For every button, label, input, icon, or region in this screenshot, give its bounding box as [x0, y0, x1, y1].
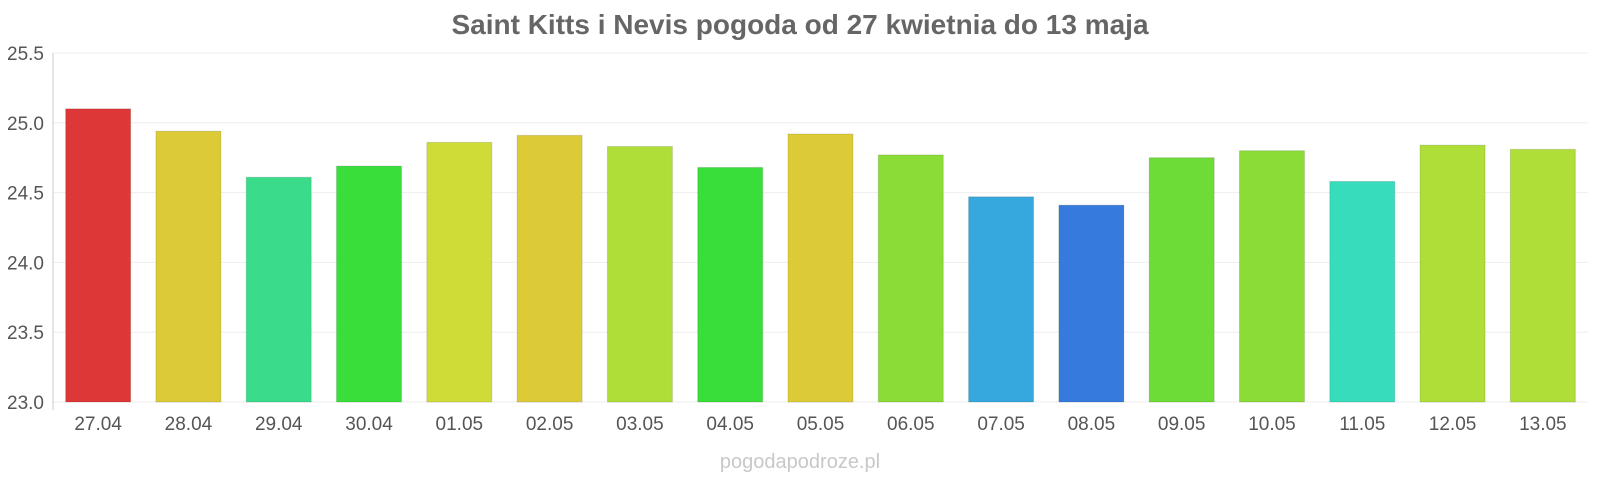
x-tick-label: 30.04: [345, 414, 393, 435]
x-tick-label: 29.04: [255, 414, 303, 435]
x-tick-labels: 27.04 28.04 29.04 30.04 01.05 02.05 03.05 04.05…: [74, 414, 1566, 435]
y-tick-label: 23.0: [7, 393, 44, 414]
y-tick-label: 23.5: [7, 323, 44, 344]
bar: [1148, 157, 1215, 403]
x-tick-label: 12.05: [1429, 414, 1477, 435]
bar: [787, 133, 854, 403]
x-tick-label: 03.05: [616, 414, 664, 435]
bar: [336, 165, 403, 403]
x-tick-label: 09.05: [1158, 414, 1206, 435]
x-tick-label: 13.05: [1519, 414, 1567, 435]
x-tick-label: 10.05: [1248, 414, 1296, 435]
bar: [968, 196, 1035, 403]
x-tick-label: 11.05: [1339, 414, 1385, 435]
bar: [1238, 150, 1305, 403]
y-tick-label: 24.0: [7, 253, 44, 274]
bar: [606, 146, 673, 403]
bar: [1329, 180, 1396, 403]
x-tick-label: 06.05: [887, 414, 935, 435]
x-tick-label: 07.05: [977, 414, 1025, 435]
watermark: pogodapodroze.pl: [719, 451, 881, 473]
x-tick-label: 08.05: [1068, 414, 1116, 435]
bars: [65, 108, 1576, 403]
x-tick-label: 28.04: [165, 414, 213, 435]
bar: [1058, 204, 1125, 403]
bar: [1509, 148, 1576, 403]
bar: [65, 108, 132, 403]
y-tick-label: 25.5: [7, 44, 44, 65]
x-tick-label: 27.04: [74, 414, 122, 435]
bar: [877, 154, 944, 403]
x-tick-label: 01.05: [436, 414, 484, 435]
bar: [697, 166, 764, 403]
x-tick-label: 02.05: [526, 414, 574, 435]
bar: [426, 141, 493, 403]
bar: [245, 176, 312, 403]
y-tick-labels: 23.0 23.5 24.0 24.5 25.0 25.5: [7, 44, 44, 414]
y-tick-label: 24.5: [7, 184, 44, 205]
bar: [155, 130, 222, 403]
chart-title: Saint Kitts i Nevis pogoda od 27 kwietni…: [451, 9, 1149, 40]
bar: [516, 134, 583, 403]
y-tick-label: 25.0: [7, 114, 44, 135]
bar: [1419, 144, 1486, 403]
x-tick-label: 05.05: [797, 414, 845, 435]
x-tick-label: 04.05: [706, 414, 754, 435]
